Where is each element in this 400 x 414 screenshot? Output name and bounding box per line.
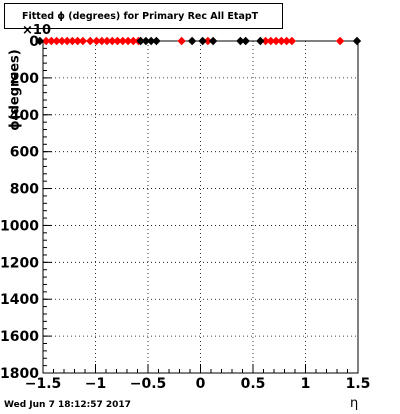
red-data-point (203, 36, 213, 46)
y-tick-label: 400 (10, 108, 39, 124)
data-points (35, 36, 362, 46)
red-data-point (78, 36, 88, 46)
y-tick-label: 1000 (0, 218, 39, 234)
red-data-point (129, 36, 138, 46)
black-data-point (35, 36, 45, 46)
x-tick-labels: −1.5 −1 −0.5 0 0.5 1 1.5 (25, 376, 371, 392)
black-data-point (146, 36, 156, 46)
black-data-point (152, 36, 161, 46)
red-data-point (41, 36, 51, 46)
red-data-point (277, 36, 286, 46)
red-data-point (282, 36, 291, 46)
black-data-point (187, 36, 197, 46)
red-data-point (73, 36, 82, 46)
red-data-point (52, 36, 61, 46)
red-data-point (62, 36, 72, 46)
red-data-point (102, 36, 112, 46)
y-axis-label: ϕ(degrees) (7, 49, 23, 131)
black-data-point (141, 36, 151, 46)
x-tick-label: −0.5 (130, 376, 167, 392)
red-data-point (123, 36, 133, 46)
chart-title: Fitted ϕ (degrees) for Primary Rec All E… (4, 3, 283, 29)
x-tick-label: 1 (301, 376, 311, 392)
x-tick-label: 1.5 (346, 376, 371, 392)
red-data-point (271, 36, 281, 46)
black-data-point (236, 36, 245, 46)
y-tick-label: 0 (29, 34, 39, 50)
plot-frame (42, 40, 359, 374)
x-axis-label: η (350, 396, 359, 411)
black-data-point (352, 36, 362, 46)
red-data-point (287, 36, 297, 46)
x-tick-label: 0 (196, 376, 206, 392)
x-tick-label: −1.5 (25, 376, 62, 392)
y-tick-label: 600 (10, 145, 39, 161)
y-tick-label: 800 (10, 182, 39, 198)
y-tick-labels: 0 200 400 600 800 1000 1200 1400 1600 1800 (0, 34, 39, 382)
red-data-point (108, 36, 117, 46)
red-data-point (335, 36, 345, 46)
timestamp-footer: Wed Jun 7 18:12:57 2017 (4, 400, 131, 410)
axis-ticks (42, 40, 359, 374)
red-data-point (261, 36, 270, 46)
red-data-point (118, 36, 127, 46)
red-data-point (92, 36, 101, 46)
y-tick-label: 200 (10, 71, 39, 87)
x-tick-label: 0.5 (241, 376, 266, 392)
red-data-point (86, 36, 95, 46)
y-tick-label: 1600 (0, 329, 39, 345)
black-data-point (241, 36, 250, 46)
red-data-point (177, 36, 186, 46)
grid-lines (43, 41, 358, 373)
black-data-point (208, 36, 218, 46)
red-data-point (97, 36, 106, 46)
red-data-point (47, 36, 56, 46)
red-data-point (113, 36, 122, 46)
red-data-point (266, 36, 276, 46)
black-data-point (198, 36, 207, 46)
black-data-point (256, 36, 265, 46)
y-tick-label: 1800 (0, 366, 39, 382)
black-data-point (136, 36, 145, 46)
red-data-point (68, 36, 77, 46)
red-data-point (57, 36, 67, 46)
y-tick-label: 1400 (0, 292, 39, 308)
y-tick-label: 1200 (0, 255, 39, 271)
y-exponent-label: ×10 (22, 23, 51, 38)
x-tick-label: −1 (85, 376, 106, 392)
